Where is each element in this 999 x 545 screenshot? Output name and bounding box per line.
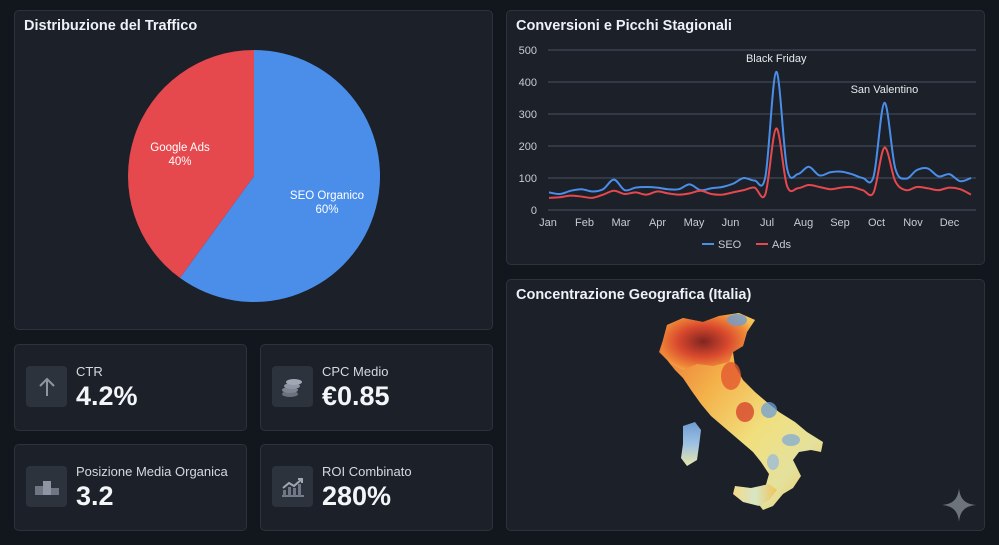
kpi-card-ctr[interactable]: CTR 4.2%	[14, 344, 247, 431]
pie-slice-seo[interactable]	[179, 50, 380, 302]
x-tick-label: May	[684, 217, 705, 229]
annotation-label: Black Friday	[746, 53, 807, 65]
x-tick-label: Jun	[722, 217, 740, 229]
conversions-panel: Conversioni e Picchi Stagionali 0 100 200 3…	[506, 10, 985, 265]
heat-spot	[736, 402, 754, 422]
y-tick-label: 500	[519, 45, 537, 57]
geo-concentration-panel: Concentrazione Geografica (Italia)	[506, 279, 985, 531]
y-tick-label: 400	[519, 77, 537, 89]
heat-spot	[727, 314, 747, 326]
sicily	[733, 484, 777, 506]
sardinia	[681, 422, 701, 466]
x-tick-label: Feb	[575, 217, 594, 229]
kpi-label: ROI Combinato	[322, 464, 412, 479]
y-tick-label: 100	[519, 173, 537, 185]
legend-label-ads: Ads	[772, 239, 791, 251]
y-tick-label: 300	[519, 109, 537, 121]
slice-label-ads: Google Ads	[150, 142, 210, 154]
panel-title: Concentrazione Geografica (Italia)	[516, 287, 752, 303]
x-tick-label: Nov	[903, 217, 923, 229]
arrow-up-icon	[26, 366, 67, 407]
heat-spot	[761, 402, 777, 418]
kpi-value: €0.85	[322, 381, 390, 411]
series-line-seo	[548, 70, 972, 196]
heat-spot	[767, 454, 779, 470]
pie-slice-ads[interactable]	[128, 50, 254, 278]
annotation-label: San Valentino	[851, 84, 919, 96]
kpi-value: 3.2	[76, 481, 114, 511]
heat-spot	[782, 434, 800, 446]
x-tick-label: Jul	[760, 217, 774, 229]
podium-icon	[26, 466, 67, 507]
sparkle-icon	[941, 487, 977, 528]
x-tick-label: Apr	[649, 217, 666, 229]
y-tick-label: 0	[531, 205, 537, 217]
line-chart: 0 100 200 300 400 500 Jan Feb Mar Apr May Jun Jul Aug…	[519, 45, 976, 251]
kpi-card-cpc[interactable]: CPC Medio €0.85	[260, 344, 493, 431]
series-line-ads	[548, 127, 972, 199]
x-tick-label: Jan	[539, 217, 557, 229]
kpi-label: Posizione Media Organica	[76, 464, 228, 479]
kpi-value: 280%	[322, 481, 392, 511]
pie-chart: SEO Organico 60% Google Ads 40%	[128, 50, 380, 302]
kpi-label: CPC Medio	[322, 364, 389, 379]
kpi-label: CTR	[76, 364, 103, 379]
kpi-card-organic-position[interactable]: Posizione Media Organica 3.2	[14, 444, 247, 531]
y-tick-label: 200	[519, 141, 537, 153]
x-tick-label: Aug	[794, 217, 814, 229]
x-tick-label: Oct	[868, 217, 885, 229]
x-tick-label: Sep	[830, 217, 850, 229]
legend-label-seo: SEO	[718, 239, 742, 251]
italy-heatmap	[659, 313, 823, 510]
kpi-value: 4.2%	[76, 381, 138, 411]
x-tick-label: Dec	[940, 217, 960, 229]
panel-title: Distribuzione del Traffico	[24, 18, 198, 34]
slice-pct-seo: 60%	[315, 204, 338, 216]
x-tick-label: Mar	[612, 217, 631, 229]
coins-icon	[272, 366, 313, 407]
italy-north-hotspot	[661, 313, 755, 370]
slice-label-seo: SEO Organico	[290, 190, 364, 202]
trend-chart-icon	[272, 466, 313, 507]
traffic-distribution-panel: Distribuzione del Traffico SEO Organico …	[14, 10, 493, 330]
slice-pct-ads: 40%	[168, 156, 191, 168]
kpi-card-roi[interactable]: ROI Combinato 280%	[260, 444, 493, 531]
heat-spot	[721, 362, 741, 390]
panel-title: Conversioni e Picchi Stagionali	[516, 18, 732, 34]
